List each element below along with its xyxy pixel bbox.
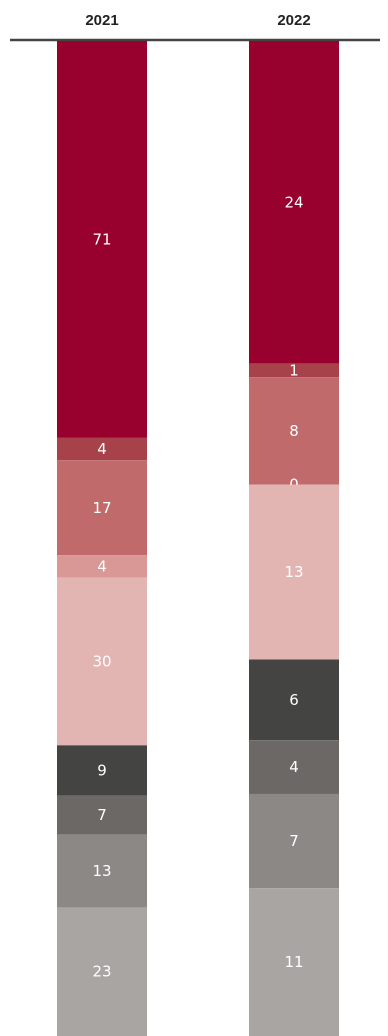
- data-label-2022-6: 6: [289, 691, 299, 709]
- column-headers: 2021 2022: [85, 12, 310, 29]
- bar-segment-2021-3: [57, 460, 147, 556]
- bar-segment-2021-2: [57, 437, 147, 461]
- bar-segment-2022-9: [249, 888, 339, 1036]
- bar-segment-2022-5: [249, 484, 339, 660]
- data-label-2022-8: 7: [289, 832, 299, 850]
- data-label-2021-9: 23: [92, 963, 111, 981]
- bar-segment-2022-8: [249, 793, 339, 889]
- data-label-2021-6: 9: [97, 761, 107, 779]
- data-label-2022-5: 13: [284, 563, 303, 581]
- bar-segment-2022-7: [249, 740, 339, 794]
- bar-segment-2021-5: [57, 577, 147, 746]
- bar-segment-2022-6: [249, 659, 339, 741]
- data-label-2021-1: 71: [92, 230, 111, 248]
- category-label-2022: 2022: [277, 12, 310, 29]
- bars-group: 71417430971323241801364711: [57, 41, 339, 1036]
- data-label-2021-5: 30: [92, 652, 111, 670]
- bar-segment-2022-3: [249, 377, 339, 485]
- data-label-2021-8: 13: [92, 862, 111, 880]
- bar-segment-2021-6: [57, 745, 147, 796]
- data-label-2021-7: 7: [97, 806, 107, 824]
- category-label-2021: 2021: [85, 12, 118, 29]
- bar-segment-2022-1: [249, 41, 339, 364]
- data-label-2022-2: 1: [289, 361, 299, 379]
- data-label-2021-4: 4: [97, 557, 107, 575]
- bar-segment-2021-7: [57, 795, 147, 835]
- data-label-2022-1: 24: [284, 193, 303, 211]
- data-label-2022-9: 11: [284, 953, 303, 971]
- data-label-2021-2: 4: [97, 440, 107, 458]
- bar-segment-2021-8: [57, 834, 147, 908]
- bar-segment-2021-9: [57, 907, 147, 1036]
- bar-segment-2022-2: [249, 363, 339, 378]
- bar-segment-2021-4: [57, 555, 147, 578]
- data-label-2022-3: 8: [289, 422, 299, 440]
- data-label-2021-3: 17: [92, 499, 111, 517]
- bar-segment-2021-1: [57, 41, 147, 438]
- data-label-2022-7: 4: [289, 758, 299, 776]
